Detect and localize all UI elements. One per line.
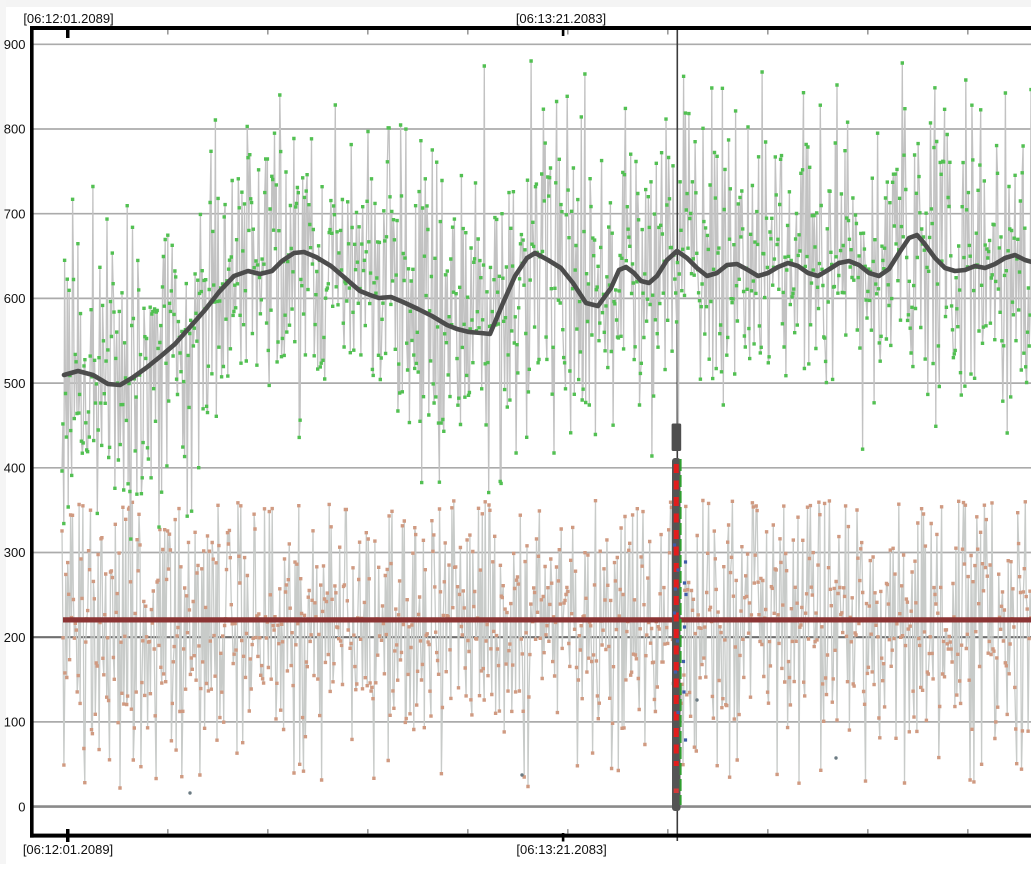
svg-text:[06:13:21.2083]: [06:13:21.2083] <box>516 842 606 857</box>
svg-text:900: 900 <box>4 37 26 52</box>
svg-text:200: 200 <box>4 630 26 645</box>
svg-text:[06:13:21.2083]: [06:13:21.2083] <box>516 11 606 26</box>
svg-text:[06:12:01.2089]: [06:12:01.2089] <box>23 11 113 26</box>
svg-text:800: 800 <box>4 122 26 137</box>
svg-text:500: 500 <box>4 376 26 391</box>
svg-text:[06:12:01.2089]: [06:12:01.2089] <box>23 842 113 857</box>
svg-text:300: 300 <box>4 545 26 560</box>
svg-text:700: 700 <box>4 206 26 221</box>
svg-text:400: 400 <box>4 461 26 476</box>
svg-text:100: 100 <box>4 715 26 730</box>
svg-text:0: 0 <box>18 799 25 814</box>
svg-text:600: 600 <box>4 291 26 306</box>
